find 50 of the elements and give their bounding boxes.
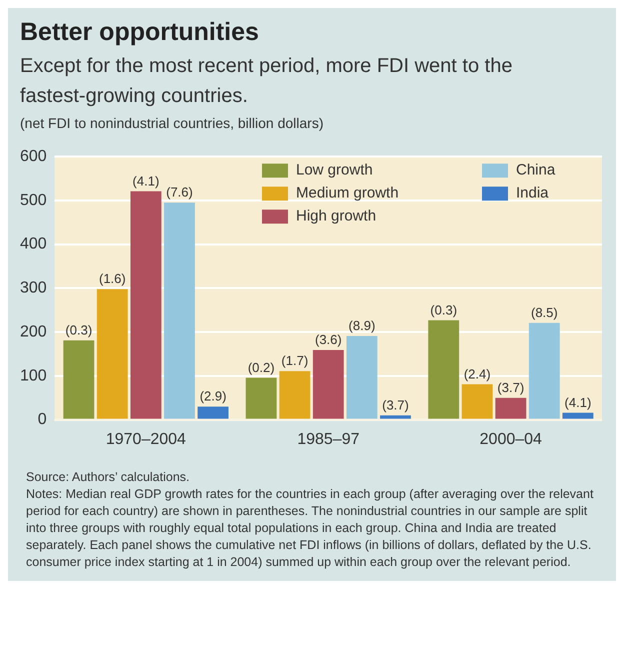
bar — [96, 289, 128, 419]
legend-label: Medium growth — [296, 184, 399, 202]
text: Notes: Median real GDP growth rates for the countries in each group (after averaging over the relevant period for each country) are shown in parentheses. The nonindustrial countries in our sample are split into three groups with roughly equal total populations in each group. China and India are treated separately. Each panel shows the cumulative net FDI inflows (in billions of dollars, deflated by the U.S. consumer price index starting at 1 in 2004) summed up within each group over the relevant period. — [26, 486, 594, 571]
bar — [130, 191, 162, 419]
annotation: (8.9) — [348, 318, 376, 334]
annotation: (2.9) — [200, 388, 226, 404]
annotation: (1.6) — [98, 271, 126, 286]
annotation: (4.1) — [132, 173, 160, 188]
annotation: (2.4) — [464, 366, 491, 382]
annotation: (0.3) — [430, 302, 458, 318]
y-tick-label: 600 — [20, 148, 47, 166]
annotation: (3.7) — [382, 397, 409, 412]
annotation: (0.2) — [248, 360, 275, 375]
bar — [246, 378, 277, 419]
legend-label: Low growth — [296, 162, 373, 179]
annotation: (3.7) — [497, 380, 524, 395]
bar — [346, 336, 378, 419]
annotation: (0.3) — [65, 322, 92, 338]
y-tick-label: 300 — [20, 280, 47, 297]
annotation: (4.1) — [564, 394, 592, 410]
chart-title: Better opportunities — [20, 18, 260, 47]
chart-subtitle: Except for the most recent period, more FDI went to the fastest-growing countries. — [20, 54, 514, 109]
bar — [312, 350, 344, 419]
bar — [63, 340, 94, 419]
y-tick-label: 100 — [20, 367, 47, 384]
x-tick-label: 2000–04 — [480, 430, 542, 448]
x-tick-label: 1970–2004 — [106, 430, 186, 448]
legend-label: India — [516, 184, 550, 202]
y-tick-label: 200 — [20, 323, 47, 340]
annotation: (7.6) — [166, 184, 193, 200]
y-tick-label: 0 — [38, 411, 47, 428]
bar — [198, 406, 228, 419]
bar — [495, 398, 526, 419]
annotation: (3.6) — [314, 332, 342, 348]
y-tick-label: 400 — [20, 236, 47, 253]
bar — [562, 412, 594, 419]
y-tick-label: 500 — [20, 192, 47, 209]
annotation: (1.7) — [281, 353, 308, 368]
x-tick-label: 1985–97 — [297, 430, 360, 448]
bar — [428, 320, 460, 419]
annotation: (8.5) — [530, 304, 558, 320]
bar — [279, 371, 310, 419]
bar — [462, 384, 493, 419]
source-note: Source: Authors’ calculations. — [26, 469, 191, 486]
bar — [528, 322, 560, 419]
legend-label: High growth — [296, 208, 376, 225]
bar — [380, 415, 411, 419]
legend-label: China — [516, 162, 556, 179]
bar — [164, 202, 195, 419]
y-axis-title: (net FDI to nonindustrial countries, billion dollars) — [20, 115, 324, 131]
